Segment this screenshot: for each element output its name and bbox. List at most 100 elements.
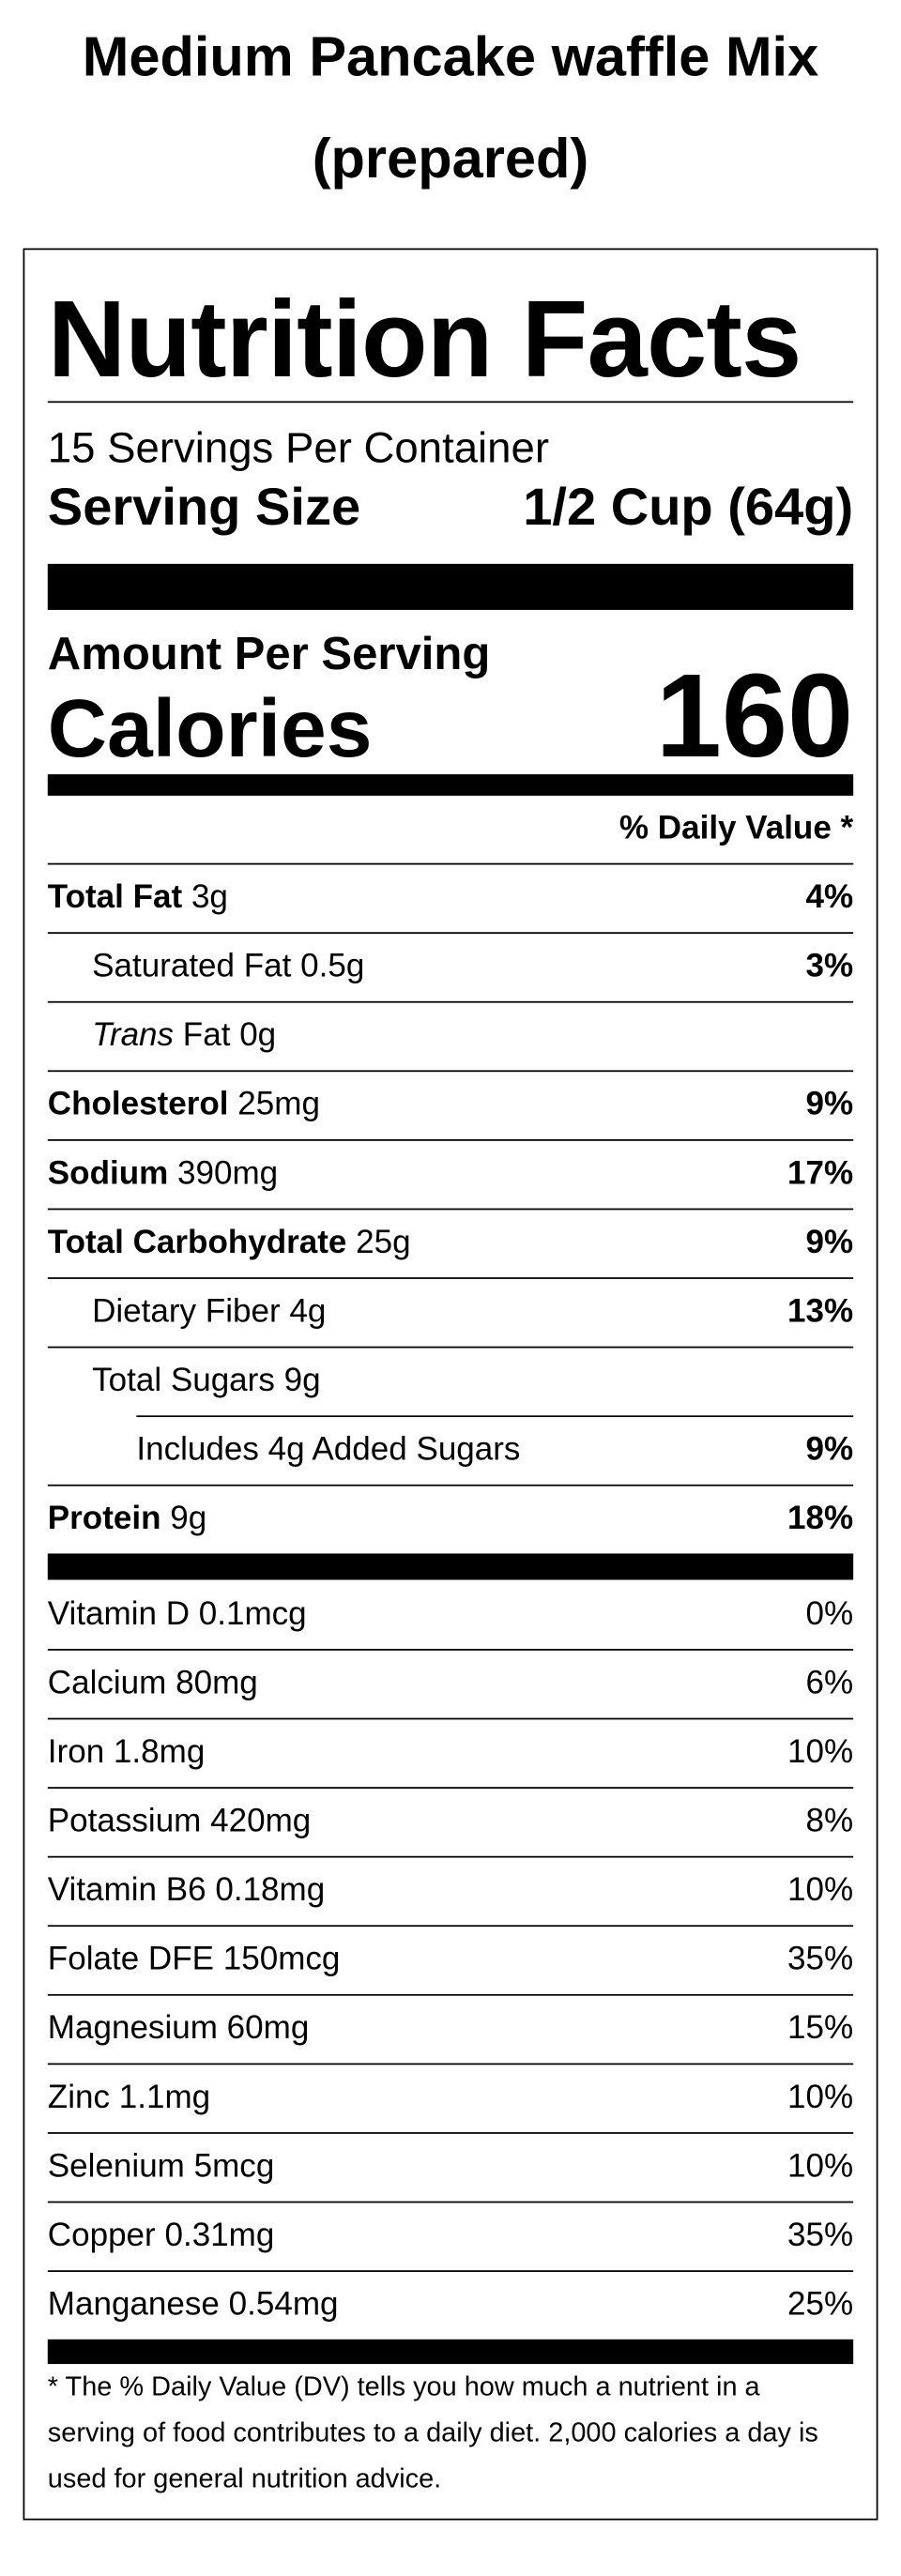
- vitamin-dv: 0%: [805, 1595, 854, 1632]
- nutrient-row: Trans Fat 0g: [47, 1000, 854, 1071]
- vitamin-row: Zinc 1.1mg 10%: [47, 2063, 854, 2133]
- nutrient-text: Saturated Fat 0.5g: [92, 949, 364, 986]
- vitamin-amount: 0.18mg: [215, 1872, 326, 1909]
- calories-label: Calories: [47, 681, 373, 775]
- vitamin-name: Manganese: [47, 2286, 220, 2324]
- nutrient-row: Dietary Fiber 4g 13%: [47, 1277, 854, 1347]
- nutrient-dv: 13%: [787, 1293, 854, 1331]
- vitamin-dv: 10%: [787, 1734, 854, 1771]
- nutrient-row: Cholesterol 25mg 9%: [47, 1070, 854, 1139]
- vitamin-name: Potassium: [47, 1803, 202, 1840]
- label-heading: Nutrition Facts: [47, 276, 854, 404]
- vitamin-text: Zinc 1.1mg: [48, 2080, 210, 2117]
- vitamin-amount: 1.1mg: [118, 2080, 211, 2116]
- nutrient-row: Protein 9g 18%: [47, 1484, 854, 1554]
- nutrient-name: Protein: [47, 1501, 161, 1537]
- nutrient-text: Includes 4g Added Sugars: [136, 1432, 520, 1470]
- nutrient-text: Total Fat 3g: [48, 879, 228, 917]
- footnote: * The % Daily Value (DV) tells you how m…: [47, 2371, 818, 2494]
- vitamin-text: Folate DFE 150mcg: [48, 1942, 341, 1979]
- vitamin-name: Vitamin D: [47, 1595, 191, 1632]
- nutrient-dv: 17%: [787, 1155, 854, 1193]
- nutrient-row: Total Fat 3g 4%: [47, 862, 854, 933]
- nutrient-amount: 390mg: [177, 1155, 279, 1193]
- nutrient-row: Includes 4g Added Sugars 9%: [136, 1415, 853, 1485]
- vitamin-text: Vitamin B6 0.18mg: [48, 1872, 325, 1910]
- nutrition-label: Nutrition Facts 15 Servings Per Containe…: [23, 248, 878, 2521]
- nutrient-dv: 9%: [805, 1225, 854, 1261]
- nutrient-list: Total Fat 3g 4% Saturated Fat 0.5g 3% Trans …: [47, 862, 854, 1554]
- nutrient-row: Sodium 390mg 17%: [47, 1138, 854, 1209]
- nutrient-text: Total Sugars 9g: [92, 1363, 320, 1400]
- product-title: Medium Pancake waffle Mix (prepared): [82, 26, 819, 191]
- vitamin-row: Copper 0.31mg 35%: [47, 2201, 854, 2271]
- nutrient-dv: 9%: [805, 1086, 854, 1123]
- nutrient-name-italic: Trans: [92, 1017, 175, 1054]
- vitamin-dv: 35%: [787, 1941, 854, 1978]
- vitamin-text: Selenium 5mcg: [48, 2149, 275, 2187]
- vitamin-row: Vitamin B6 0.18mg 10%: [47, 1855, 854, 1926]
- nutrient-name: Total Sugars: [92, 1363, 275, 1399]
- vitamin-name: Selenium: [47, 2148, 185, 2186]
- nutrient-name: Sodium: [47, 1155, 169, 1193]
- calories-row: Calories 160: [47, 658, 853, 776]
- vitamin-row: Vitamin D 0.1mcg 0%: [48, 1579, 853, 1649]
- vitamin-dv: 10%: [787, 2080, 854, 2116]
- nutrient-name: Cholesterol: [47, 1086, 229, 1123]
- thick-bar: [47, 1553, 854, 1580]
- nutrient-name: Fat: [182, 1017, 231, 1054]
- nutrient-dv: 4%: [805, 879, 854, 916]
- vitamin-row: Manganese 0.54mg 25%: [47, 2270, 854, 2340]
- nutrient-text: Sodium 390mg: [48, 1156, 278, 1194]
- vitamin-dv: 6%: [805, 1665, 854, 1702]
- nutrient-amount: 0.5g: [300, 948, 365, 985]
- serving-size-label: Serving Size: [47, 477, 361, 537]
- nutrient-amount: 25mg: [237, 1086, 320, 1123]
- nutrient-row: Saturated Fat 0.5g 3%: [47, 932, 854, 1001]
- nutrient-row: Total Sugars 9g: [47, 1346, 854, 1416]
- nutrient-text: Total Carbohydrate 25g: [48, 1225, 411, 1262]
- vitamin-name: Vitamin B6: [47, 1872, 206, 1909]
- amount-per-serving: Amount Per Serving: [47, 628, 491, 679]
- nutrient-amount: 4g: [289, 1293, 327, 1331]
- nutrient-text: Dietary Fiber 4g: [92, 1294, 326, 1332]
- vitamin-name: Magnesium: [47, 2010, 218, 2047]
- serving-size-row: Serving Size 1/2 Cup (64g): [48, 475, 853, 538]
- nutrient-name: Includes 4g Added Sugars: [136, 1431, 521, 1469]
- nutrient-name: Dietary Fiber: [92, 1293, 281, 1331]
- vitamin-row: Selenium 5mcg 10%: [47, 2132, 854, 2202]
- calories-value: 160: [655, 650, 854, 783]
- vitamin-row: Folate DFE 150mcg 35%: [47, 1925, 854, 1994]
- nutrient-text: Cholesterol 25mg: [48, 1087, 320, 1124]
- vitamin-list: Vitamin D 0.1mcg 0% Calcium 80mg 6% Iron 1.8…: [47, 1579, 854, 2340]
- vitamin-dv: 15%: [787, 2010, 854, 2047]
- vitamin-row: Magnesium 60mg 15%: [47, 1993, 854, 2064]
- nutrient-amount: 3g: [191, 879, 228, 916]
- vitamin-text: Calcium 80mg: [48, 1666, 258, 1703]
- servings-per-container: 15 Servings Per Container: [47, 422, 550, 472]
- nutrient-dv: 9%: [805, 1431, 854, 1469]
- vitamin-dv: 25%: [787, 2286, 854, 2324]
- vitamin-dv: 35%: [787, 2218, 854, 2254]
- vitamin-text: Magnesium 60mg: [48, 2010, 310, 2048]
- nutrient-amount: 25g: [356, 1225, 411, 1261]
- nutrient-name: Total Carbohydrate: [47, 1225, 347, 1261]
- nutrient-text: Protein 9g: [48, 1501, 206, 1538]
- vitamin-row: Potassium 420mg 8%: [47, 1787, 854, 1856]
- vitamin-name: Folate DFE: [47, 1941, 215, 1978]
- nutrient-amount: 9g: [170, 1501, 207, 1537]
- vitamin-dv: 10%: [787, 1872, 854, 1909]
- vitamin-amount: 1.8mg: [113, 1734, 206, 1771]
- nutrient-dv: 3%: [805, 948, 854, 985]
- vitamin-row: Iron 1.8mg 10%: [47, 1717, 854, 1788]
- vitamin-amount: 0.1mcg: [198, 1595, 307, 1632]
- vitamin-text: Vitamin D 0.1mcg: [48, 1595, 307, 1633]
- vitamin-amount: 5mcg: [193, 2148, 275, 2186]
- vitamin-amount: 0.31mg: [164, 2218, 275, 2254]
- thick-bar: [47, 2339, 854, 2365]
- serving-size: 1/2 Cup (64g): [523, 477, 854, 537]
- daily-value-header: % Daily Value *: [618, 810, 854, 847]
- vitamin-row: Calcium 80mg 6%: [47, 1649, 854, 1718]
- nutrient-name: Saturated Fat: [92, 948, 292, 985]
